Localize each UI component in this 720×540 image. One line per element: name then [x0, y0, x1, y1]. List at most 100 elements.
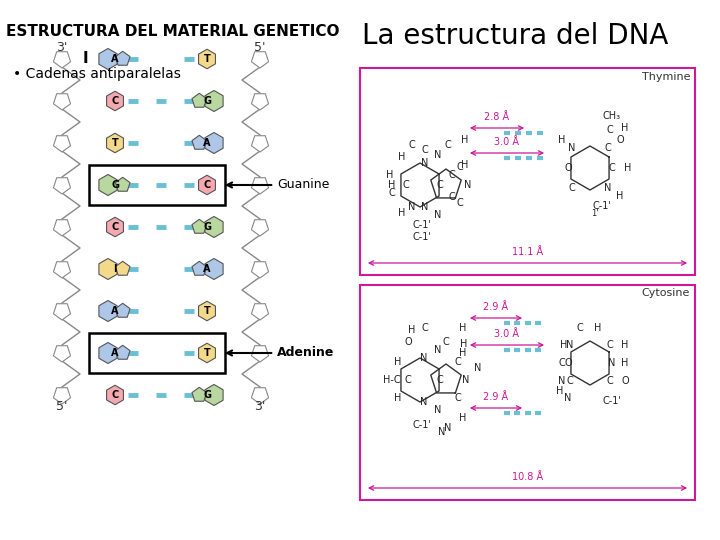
Text: 2.8 Å: 2.8 Å	[485, 112, 510, 122]
Polygon shape	[115, 345, 130, 359]
Text: H: H	[462, 160, 469, 170]
Polygon shape	[251, 136, 269, 152]
Text: N: N	[608, 358, 616, 368]
Text: • Cadenas antiparalelas: • Cadenas antiparalelas	[13, 67, 181, 81]
Text: T: T	[204, 54, 210, 64]
Polygon shape	[53, 52, 71, 68]
Polygon shape	[192, 219, 207, 233]
Text: H: H	[459, 348, 467, 358]
Text: C: C	[454, 393, 462, 403]
Polygon shape	[251, 303, 269, 320]
Text: H: H	[398, 208, 405, 218]
Text: C-1': C-1'	[593, 201, 611, 211]
Text: C-1': C-1'	[413, 420, 431, 430]
Text: 2.9 Å: 2.9 Å	[483, 302, 508, 312]
Text: H: H	[388, 180, 396, 190]
Text: H: H	[459, 413, 467, 423]
Text: ESTRUCTURA DEL MATERIAL GENETICO: ESTRUCTURA DEL MATERIAL GENETICO	[6, 24, 339, 39]
Text: O: O	[564, 163, 572, 173]
Polygon shape	[205, 132, 223, 153]
Text: T: T	[204, 348, 210, 358]
Polygon shape	[205, 91, 223, 111]
Text: Cytosine: Cytosine	[642, 288, 690, 298]
Text: N: N	[434, 210, 441, 220]
Text: C: C	[443, 337, 449, 347]
Text: I: I	[83, 51, 89, 66]
Text: C: C	[449, 192, 455, 202]
Text: 11.1 Å: 11.1 Å	[512, 247, 543, 257]
Polygon shape	[53, 94, 71, 110]
Text: G: G	[111, 180, 119, 190]
Text: H: H	[624, 163, 631, 173]
Text: C: C	[112, 96, 119, 106]
Text: O: O	[404, 337, 412, 347]
Text: H: H	[460, 339, 468, 349]
Text: H: H	[558, 135, 566, 145]
Text: H: H	[459, 323, 467, 333]
Text: N: N	[444, 423, 451, 433]
Text: C: C	[436, 375, 444, 385]
Text: C-1': C-1'	[413, 232, 431, 242]
Polygon shape	[53, 220, 71, 236]
Text: H: H	[557, 386, 564, 396]
Polygon shape	[115, 51, 130, 65]
Text: C: C	[409, 140, 415, 150]
Text: 3.0 Å: 3.0 Å	[495, 137, 520, 147]
Polygon shape	[99, 259, 117, 280]
Text: C: C	[608, 163, 616, 173]
Text: H: H	[621, 123, 629, 133]
Text: O: O	[564, 358, 572, 368]
Polygon shape	[107, 217, 123, 237]
Text: H: H	[621, 340, 629, 350]
Text: A: A	[203, 264, 211, 274]
Text: C: C	[607, 340, 613, 350]
Text: N: N	[568, 143, 576, 153]
Text: La estructura del DNA: La estructura del DNA	[361, 22, 668, 50]
Text: H-C: H-C	[383, 375, 401, 385]
Text: N: N	[420, 397, 428, 407]
Polygon shape	[99, 174, 117, 195]
Text: A: A	[112, 348, 119, 358]
Text: 1': 1'	[591, 208, 599, 218]
Polygon shape	[199, 176, 215, 195]
Text: N: N	[464, 180, 472, 190]
Polygon shape	[251, 220, 269, 236]
Polygon shape	[53, 346, 71, 362]
Text: O: O	[616, 135, 624, 145]
Text: 3': 3'	[56, 41, 68, 54]
Text: C: C	[454, 357, 462, 367]
Polygon shape	[192, 261, 207, 275]
Polygon shape	[115, 303, 130, 317]
Polygon shape	[199, 49, 215, 69]
Text: Guanine: Guanine	[227, 179, 329, 192]
Text: C: C	[577, 323, 583, 333]
Text: C: C	[112, 222, 119, 232]
Text: N: N	[434, 405, 441, 415]
Polygon shape	[99, 300, 117, 321]
Polygon shape	[53, 136, 71, 152]
Polygon shape	[251, 52, 269, 68]
Text: N: N	[564, 393, 572, 403]
Text: H: H	[387, 170, 394, 180]
Text: N: N	[462, 375, 469, 385]
Text: H: H	[395, 357, 402, 367]
Text: 10.8 Å: 10.8 Å	[512, 472, 543, 482]
Text: C: C	[445, 140, 451, 150]
Bar	[360, 285, 695, 500]
Text: C: C	[402, 180, 410, 190]
Text: N: N	[421, 202, 428, 212]
Text: 5': 5'	[254, 41, 266, 54]
Text: G: G	[203, 96, 211, 106]
Text: T: T	[112, 138, 118, 148]
Bar	[89, 333, 225, 373]
Text: C: C	[422, 323, 428, 333]
Text: H: H	[408, 325, 415, 335]
Text: I: I	[113, 264, 117, 274]
Text: 3.0 Å: 3.0 Å	[495, 329, 520, 339]
Polygon shape	[53, 262, 71, 278]
Text: CH₃: CH₃	[603, 111, 621, 121]
Polygon shape	[115, 261, 130, 275]
Polygon shape	[192, 93, 207, 107]
Text: C: C	[605, 143, 611, 153]
Text: 5': 5'	[56, 400, 68, 413]
